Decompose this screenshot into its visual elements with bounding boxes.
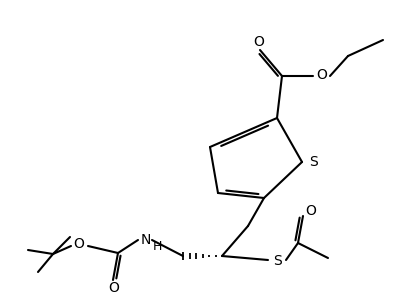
Text: H: H — [152, 240, 162, 253]
Text: O: O — [74, 237, 84, 251]
Text: O: O — [253, 35, 265, 49]
Text: S: S — [274, 254, 282, 268]
Text: S: S — [308, 155, 317, 169]
Text: O: O — [306, 204, 316, 218]
Text: O: O — [109, 281, 120, 295]
Text: N: N — [141, 233, 151, 247]
Text: O: O — [316, 68, 327, 82]
